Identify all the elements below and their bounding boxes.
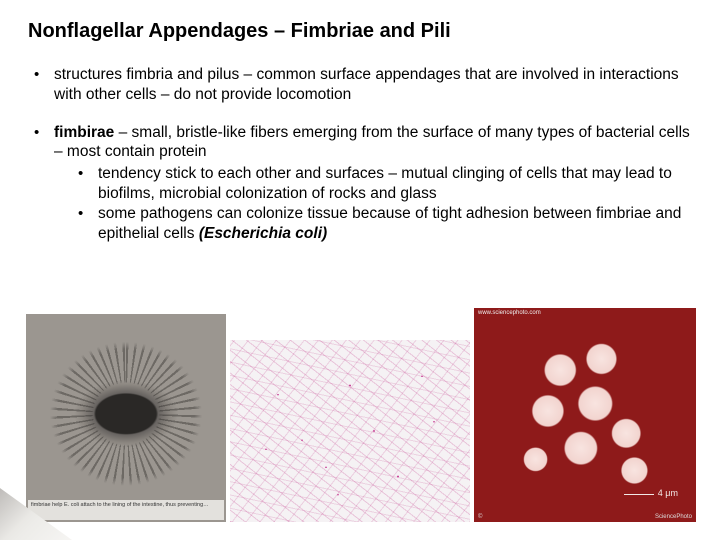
bullet-rest: – small, bristle-like fibers emerging fr…: [54, 124, 690, 161]
image-cocci-sem: www.sciencephoto.com 4 μm © SciencePhoto: [474, 308, 696, 522]
bullet-list: structures fimbria and pilus – common su…: [28, 65, 692, 244]
slide-title: Nonflagellar Appendages – Fimbriae and P…: [28, 20, 692, 43]
image-watermark: www.sciencephoto.com: [478, 310, 692, 316]
bullet-lead-bold: fimbirae: [54, 124, 114, 141]
image-stained-bacteria: [230, 340, 470, 522]
image-credit-left: ©: [478, 514, 482, 520]
bullet-item: fimbirae – small, bristle-like fibers em…: [32, 123, 692, 244]
bullet-item: structures fimbria and pilus – common su…: [32, 65, 692, 105]
image-content: [482, 318, 688, 504]
sub-bullet-pre: some pathogens can colonize tissue becau…: [98, 205, 681, 242]
sub-bullet-item: some pathogens can colonize tissue becau…: [76, 204, 692, 244]
sub-bullet-text: tendency stick to each other and surface…: [98, 165, 672, 202]
sub-bullet-item: tendency stick to each other and surface…: [76, 164, 692, 204]
image-fimbriae-em: fimbriae help E. coli attach to the lini…: [26, 314, 226, 522]
sub-bullet-list: tendency stick to each other and surface…: [54, 164, 692, 243]
image-credit-bar: © SciencePhoto: [478, 514, 692, 520]
image-caption: fimbriae help E. coli attach to the lini…: [28, 500, 224, 520]
image-scale-bar: 4 μm: [658, 488, 678, 498]
sub-bullet-bolditalic: (Escherichia coli): [199, 225, 327, 242]
bullet-text: structures fimbria and pilus – common su…: [54, 66, 679, 103]
image-credit-right: SciencePhoto: [655, 514, 692, 520]
slide: Nonflagellar Appendages – Fimbriae and P…: [0, 0, 720, 540]
image-row: fimbriae help E. coli attach to the lini…: [26, 314, 700, 522]
